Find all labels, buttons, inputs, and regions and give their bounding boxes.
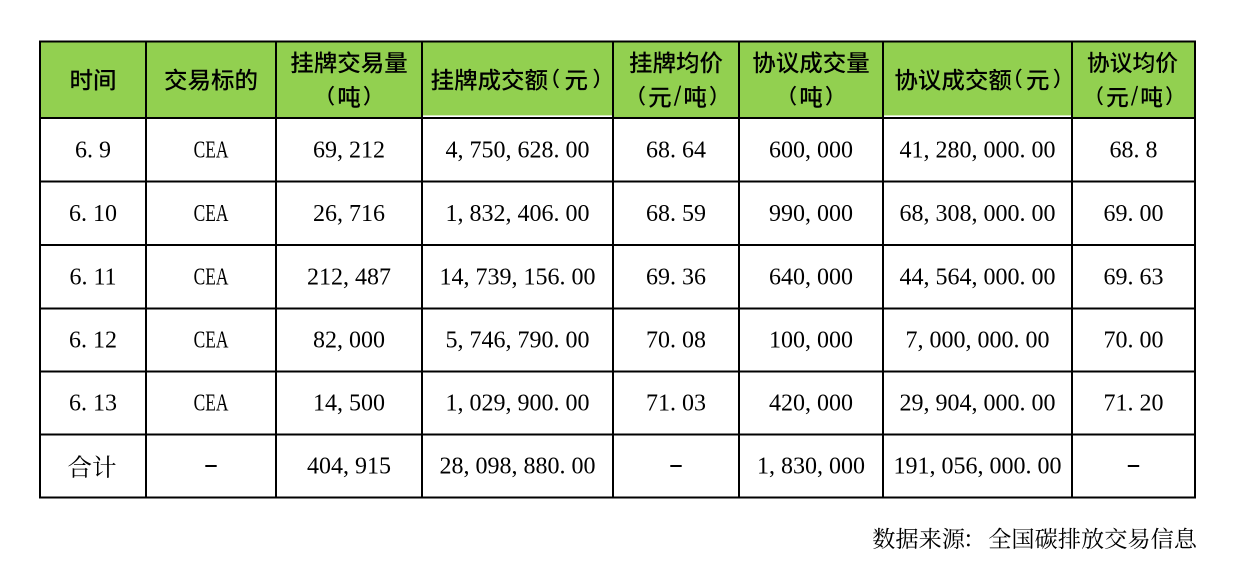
svg-text:CEA: CEA [194, 391, 229, 417]
svg-text:1, 832, 406. 00: 1, 832, 406. 00 [446, 201, 590, 227]
svg-text:14, 500: 14, 500 [313, 391, 385, 417]
svg-text:7, 000, 000. 00: 7, 000, 000. 00 [906, 328, 1050, 354]
svg-text:70. 00: 70. 00 [1104, 328, 1164, 354]
svg-text:29, 904, 000. 00: 29, 904, 000. 00 [900, 391, 1056, 417]
svg-text:212, 487: 212, 487 [307, 264, 391, 290]
svg-text:CEA: CEA [194, 201, 229, 227]
svg-text:26, 716: 26, 716 [313, 201, 385, 227]
svg-text:44, 564, 000. 00: 44, 564, 000. 00 [900, 264, 1056, 290]
svg-text:41, 280, 000. 00: 41, 280, 000. 00 [900, 137, 1056, 163]
svg-text:404, 915: 404, 915 [307, 454, 391, 480]
svg-text:69, 212: 69, 212 [313, 137, 385, 163]
svg-text:6. 12: 6. 12 [69, 328, 117, 354]
svg-text:6. 11: 6. 11 [69, 264, 116, 290]
svg-text:68, 308, 000. 00: 68, 308, 000. 00 [900, 201, 1056, 227]
svg-text:100, 000: 100, 000 [769, 328, 853, 354]
svg-text:14, 739, 156. 00: 14, 739, 156. 00 [440, 264, 596, 290]
svg-text:6. 13: 6. 13 [69, 391, 117, 417]
svg-text:4, 750, 628. 00: 4, 750, 628. 00 [446, 137, 590, 163]
svg-text:68. 8: 68. 8 [1110, 137, 1158, 163]
svg-text:28, 098, 880. 00: 28, 098, 880. 00 [440, 454, 596, 480]
svg-text:68. 64: 68. 64 [646, 137, 706, 163]
svg-text:990, 000: 990, 000 [769, 201, 853, 227]
svg-text:6. 9: 6. 9 [75, 137, 111, 163]
svg-text:5, 746, 790. 00: 5, 746, 790. 00 [446, 328, 590, 354]
svg-text:CEA: CEA [194, 328, 229, 354]
svg-text:600, 000: 600, 000 [769, 137, 853, 163]
svg-text:1, 029, 900. 00: 1, 029, 900. 00 [446, 391, 590, 417]
svg-text:CEA: CEA [194, 137, 229, 163]
svg-text:420, 000: 420, 000 [769, 391, 853, 417]
svg-text:69. 00: 69. 00 [1104, 201, 1164, 227]
svg-text:69. 63: 69. 63 [1104, 264, 1164, 290]
svg-text:CEA: CEA [194, 264, 229, 290]
svg-text:68. 59: 68. 59 [646, 201, 706, 227]
svg-text:640, 000: 640, 000 [769, 264, 853, 290]
svg-text:71. 20: 71. 20 [1104, 391, 1164, 417]
svg-text:71. 03: 71. 03 [646, 391, 706, 417]
svg-text:6. 10: 6. 10 [69, 201, 117, 227]
svg-text:1, 830, 000: 1, 830, 000 [757, 454, 865, 480]
svg-text:70. 08: 70. 08 [646, 328, 706, 354]
svg-text:69. 36: 69. 36 [646, 264, 706, 290]
svg-text:82, 000: 82, 000 [313, 328, 385, 354]
svg-text:191, 056, 000. 00: 191, 056, 000. 00 [894, 454, 1062, 480]
